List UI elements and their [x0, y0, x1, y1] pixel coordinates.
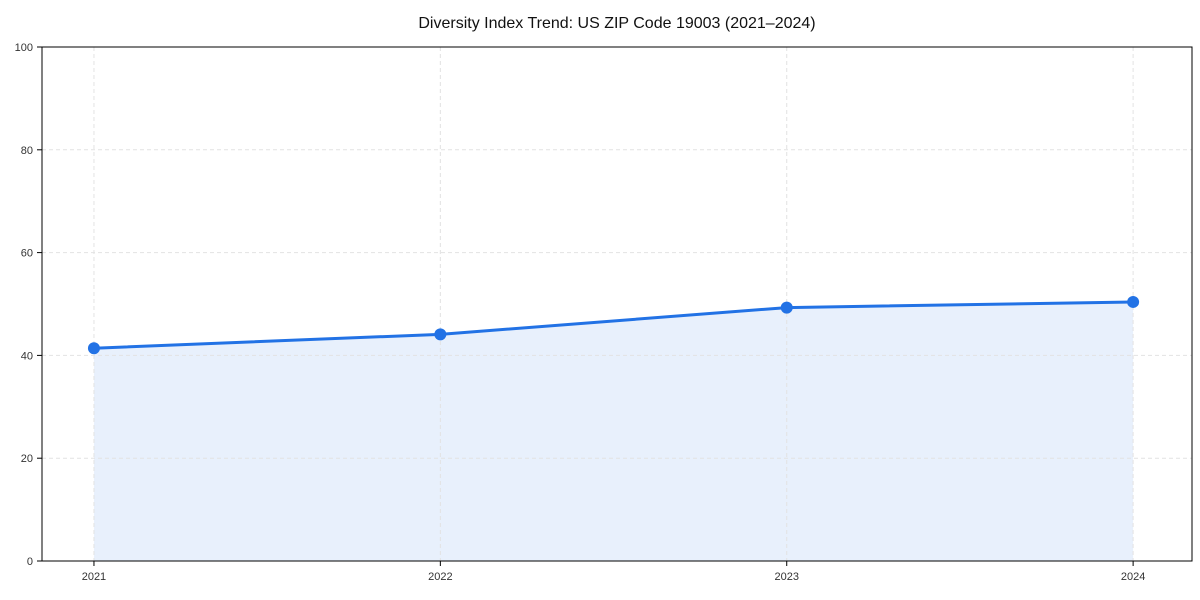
- x-tick-label-2022: 2022: [428, 571, 452, 583]
- axes-layer: 2021 2022 2023 2024 0 20 40 60 80 100: [15, 42, 1193, 583]
- y-tick-label-40: 40: [21, 350, 33, 362]
- plot-border: [41, 46, 1193, 562]
- y-tick-label-100: 100: [15, 42, 33, 54]
- chart-title: Diversity Index Trend: US ZIP Code 19003…: [418, 15, 815, 32]
- y-tick-label-20: 20: [21, 453, 33, 465]
- x-tick-label-2021: 2021: [82, 571, 106, 583]
- data-point-2022: [434, 328, 447, 341]
- data-point-2021: [87, 342, 100, 355]
- data-point-2024: [1127, 295, 1140, 308]
- area-fill-layer: [93, 301, 1134, 561]
- area-fill: [93, 301, 1134, 561]
- y-tick-label-80: 80: [21, 145, 33, 157]
- y-tick-label-0: 0: [27, 556, 33, 568]
- y-tick-label-60: 60: [21, 248, 33, 260]
- x-tick-label-2023: 2023: [774, 571, 798, 583]
- trend-line: [92, 300, 1135, 350]
- data-point-2023: [780, 301, 793, 314]
- trend-line-layer: [92, 300, 1135, 350]
- data-points-layer: [87, 295, 1140, 355]
- x-tick-label-2024: 2024: [1121, 571, 1145, 583]
